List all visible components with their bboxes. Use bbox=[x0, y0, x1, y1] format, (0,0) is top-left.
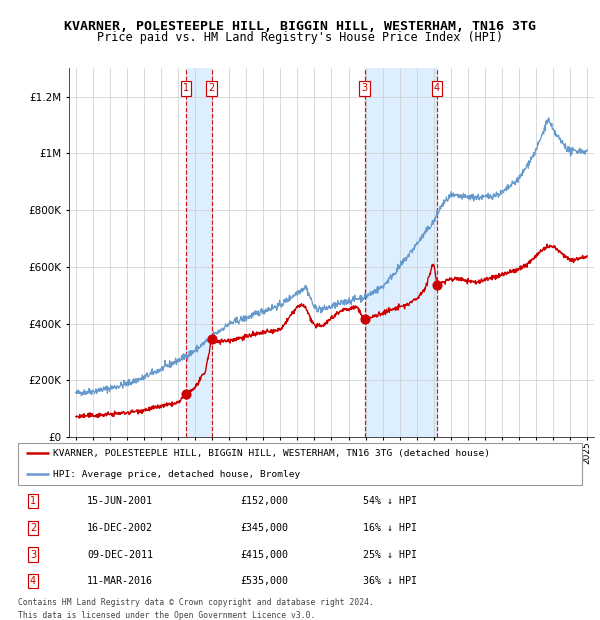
Text: KVARNER, POLESTEEPLE HILL, BIGGIN HILL, WESTERHAM, TN16 3TG (detached house): KVARNER, POLESTEEPLE HILL, BIGGIN HILL, … bbox=[53, 449, 490, 458]
Text: 4: 4 bbox=[434, 84, 440, 94]
Text: 25% ↓ HPI: 25% ↓ HPI bbox=[363, 549, 417, 560]
Text: 3: 3 bbox=[362, 84, 368, 94]
FancyBboxPatch shape bbox=[18, 443, 582, 485]
Point bbox=[432, 280, 442, 290]
Text: Price paid vs. HM Land Registry's House Price Index (HPI): Price paid vs. HM Land Registry's House … bbox=[97, 31, 503, 44]
Text: 1: 1 bbox=[183, 84, 189, 94]
Point bbox=[206, 334, 217, 344]
Text: HPI: Average price, detached house, Bromley: HPI: Average price, detached house, Brom… bbox=[53, 470, 300, 479]
Text: £345,000: £345,000 bbox=[240, 523, 288, 533]
Text: £535,000: £535,000 bbox=[240, 576, 288, 587]
Text: 16% ↓ HPI: 16% ↓ HPI bbox=[363, 523, 417, 533]
Text: 16-DEC-2002: 16-DEC-2002 bbox=[87, 523, 153, 533]
Text: 15-JUN-2001: 15-JUN-2001 bbox=[87, 496, 153, 507]
Text: 54% ↓ HPI: 54% ↓ HPI bbox=[363, 496, 417, 507]
Text: Contains HM Land Registry data © Crown copyright and database right 2024.: Contains HM Land Registry data © Crown c… bbox=[18, 598, 374, 607]
Text: This data is licensed under the Open Government Licence v3.0.: This data is licensed under the Open Gov… bbox=[18, 611, 316, 620]
Text: 2: 2 bbox=[208, 84, 215, 94]
Text: 2: 2 bbox=[30, 523, 36, 533]
Text: 09-DEC-2011: 09-DEC-2011 bbox=[87, 549, 153, 560]
Text: KVARNER, POLESTEEPLE HILL, BIGGIN HILL, WESTERHAM, TN16 3TG: KVARNER, POLESTEEPLE HILL, BIGGIN HILL, … bbox=[64, 20, 536, 33]
Text: £152,000: £152,000 bbox=[240, 496, 288, 507]
Point bbox=[360, 314, 370, 324]
Text: 4: 4 bbox=[30, 576, 36, 587]
Text: 3: 3 bbox=[30, 549, 36, 560]
Text: £415,000: £415,000 bbox=[240, 549, 288, 560]
Bar bbox=[186, 68, 211, 437]
Text: 36% ↓ HPI: 36% ↓ HPI bbox=[363, 576, 417, 587]
Text: 1: 1 bbox=[30, 496, 36, 507]
Point bbox=[181, 389, 191, 399]
Bar bbox=[365, 68, 437, 437]
Text: 11-MAR-2016: 11-MAR-2016 bbox=[87, 576, 153, 587]
